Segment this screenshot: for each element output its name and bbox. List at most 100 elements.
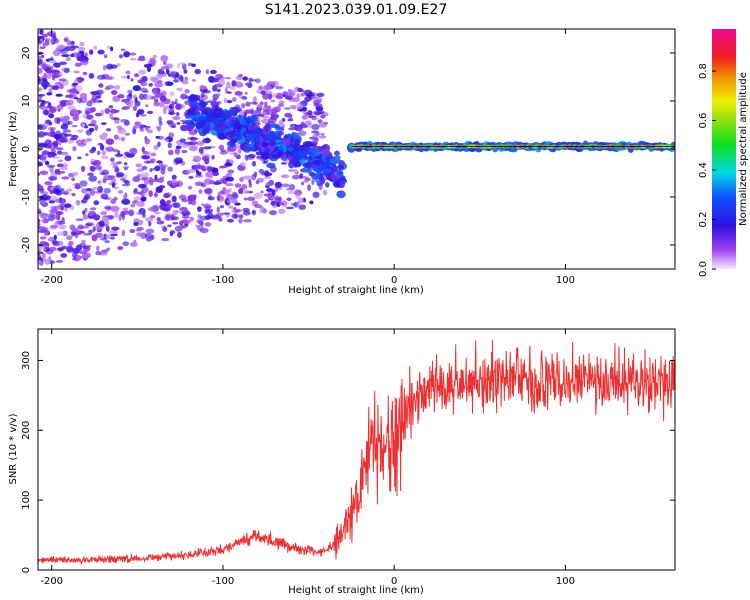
spectrogram-blob [204, 208, 214, 213]
spectrogram-blob [117, 136, 122, 141]
snr-y-tick-label: 300 [21, 351, 32, 370]
spectrogram-blob [79, 180, 88, 187]
spectrogram-blob [299, 173, 304, 179]
spectrogram-blob [313, 103, 322, 107]
spectrogram-blob [304, 177, 311, 182]
spectrogram-blob [243, 219, 252, 223]
spectrogram-blob [187, 194, 197, 202]
spectrogram-blob [56, 231, 65, 236]
spectrogram-blob [132, 105, 137, 112]
spectrogram-blob [219, 122, 226, 131]
spectrogram-blob [74, 62, 82, 67]
spectrogram-blob [261, 151, 270, 159]
spectrogram-blob [278, 145, 284, 151]
spectrogram-blob [48, 121, 53, 126]
spectrogram-blob [105, 234, 110, 239]
spectrogram-blob [138, 93, 145, 101]
spectrogram-blob [150, 178, 160, 183]
spectrogram-blob [104, 107, 111, 114]
spectrogram-blob [196, 140, 205, 147]
spectrogram-blob [82, 71, 88, 76]
spectrogram-blob [248, 179, 252, 184]
spectrogram-blob [104, 87, 111, 91]
spectrogram-blob [182, 80, 189, 85]
spectrogram-blob [222, 212, 231, 215]
colorbar-tick-label: 0.2 [698, 212, 709, 228]
spectrogram-blob [192, 155, 202, 163]
spectrogram-blob [48, 106, 57, 114]
spectrogram-blob [312, 138, 319, 146]
spectrogram-blob [76, 56, 85, 62]
spectrogram-blob [234, 183, 242, 188]
spectrogram-blob [195, 224, 199, 228]
spectrogram-blob [248, 77, 254, 83]
spectrogram-blob [226, 81, 231, 89]
spectrogram-blob [133, 73, 140, 78]
spectrogram-blob [274, 181, 283, 188]
spectrogram-blob [40, 122, 50, 127]
spectrogram-blob [60, 116, 70, 123]
spectrogram-blob [231, 106, 239, 115]
spectrogram-blob [179, 138, 186, 143]
spectrogram-blob [51, 73, 61, 79]
spectrogram-blob [215, 73, 224, 79]
spectrogram-blob [199, 227, 209, 234]
spectrogram-blob [132, 176, 141, 183]
spectrogram-blob [187, 185, 193, 190]
spectrogram-blob [56, 147, 64, 151]
spectrogram-blob [291, 174, 301, 180]
spectrogram-blob [124, 151, 130, 156]
spectrogram-blob [121, 136, 125, 142]
spectrogram-blob [311, 123, 320, 131]
spectrogram-blob [53, 234, 57, 240]
spectrogram-blob [300, 146, 305, 153]
spectrogram-blob [38, 59, 42, 66]
spectrogram-blob [85, 138, 93, 142]
spectrogram-blob [71, 192, 76, 197]
spectrogram-blob [137, 58, 146, 61]
spectrogram-blob [114, 167, 120, 173]
spectrogram-blob [110, 198, 117, 205]
spectrogram-blob [136, 232, 143, 237]
spectrogram-blob [72, 257, 77, 261]
colorbar-tick-label: 0.8 [698, 63, 709, 79]
spectrogram-blob [42, 78, 48, 84]
spectrogram-blob [67, 99, 74, 106]
spectrogram-blob [236, 208, 243, 213]
spectrogram-blob [153, 101, 161, 107]
spectrogram-blob [137, 79, 143, 84]
spectrogram-blob [252, 79, 257, 82]
spectrogram-blob [264, 199, 270, 203]
spectrogram-blob [71, 52, 80, 58]
spectrogram-blob [297, 130, 307, 136]
spectrogram-y-tick-label: 20 [21, 47, 32, 60]
spectrogram-blob [226, 218, 234, 223]
spectrogram-blob [105, 63, 114, 70]
spectrogram-blob [96, 74, 106, 80]
spectrogram-blob [101, 150, 107, 156]
spectrogram-blob [162, 226, 168, 232]
spectrogram-blob [277, 103, 285, 108]
spectrogram-blob [239, 176, 244, 182]
spectrogram-blob [242, 190, 250, 194]
spectrogram-blob [47, 151, 56, 158]
spectrogram-blob [120, 48, 126, 52]
spectrogram-blob [133, 221, 139, 227]
spectrogram-blob [39, 199, 45, 204]
spectrogram-x-axis-label: Height of straight line (km) [288, 285, 424, 296]
spectrogram-blob [261, 141, 268, 148]
spectrogram-blob [273, 130, 282, 139]
spectrogram-blob [218, 107, 224, 115]
spectrogram-blob [88, 99, 97, 104]
spectrogram-blob [287, 90, 296, 97]
spectrogram-blob [83, 245, 91, 253]
spectrogram-blob [268, 210, 278, 216]
spectrogram-blob [171, 174, 177, 180]
spectrogram-blob [80, 199, 86, 204]
spectrogram-blob [97, 142, 103, 146]
spectrogram-blob [49, 166, 54, 174]
spectrogram-blob [308, 151, 315, 156]
spectrogram-blob [190, 200, 197, 206]
spectrogram-blob [181, 198, 189, 203]
spectrogram-blob [226, 146, 230, 153]
